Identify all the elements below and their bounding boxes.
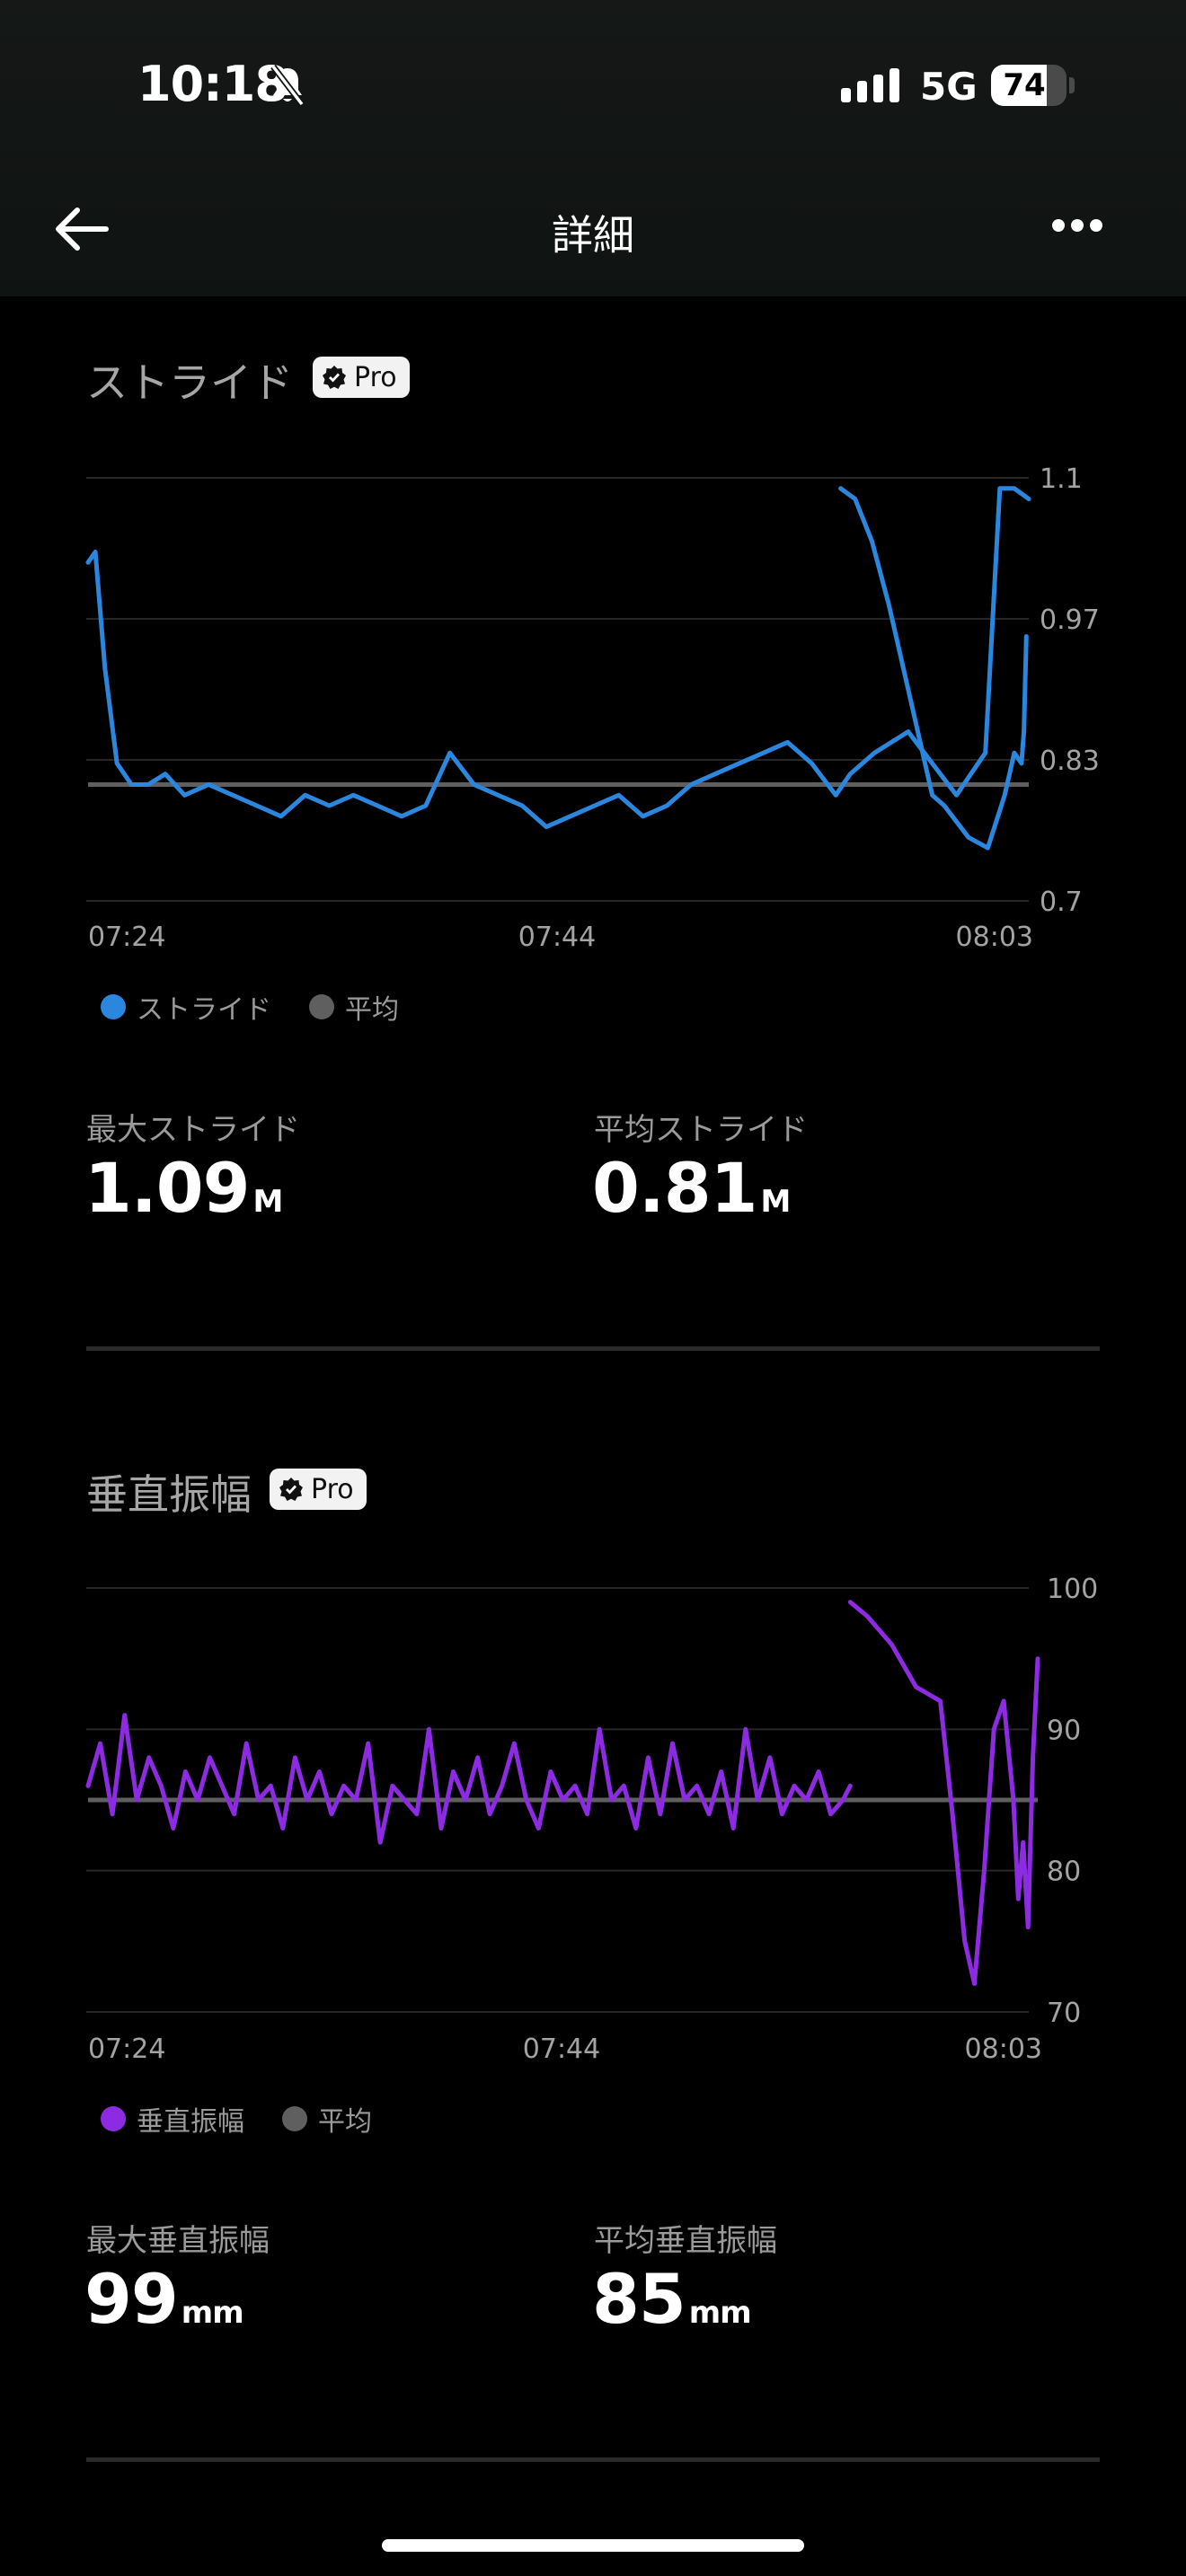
value-unit: mm: [181, 2295, 244, 2331]
legend-item-average: 平均: [309, 987, 399, 1027]
y-tick-label: 0.83: [1040, 745, 1100, 777]
pro-label: Pro: [311, 1473, 354, 1505]
stride-legend: ストライド 平均: [101, 987, 437, 1027]
home-indicator[interactable]: [382, 2539, 804, 2552]
x-tick-label: 07:44: [523, 2033, 600, 2065]
value-number: 1.09: [84, 1148, 251, 1228]
value-unit: M: [252, 1184, 284, 1220]
vertical-section-title: 垂直振幅: [86, 1470, 252, 1519]
stride-pro-badge[interactable]: Pro: [313, 357, 410, 398]
vertical-pro-badge[interactable]: Pro: [270, 1469, 367, 1510]
verified-badge-icon: [279, 1478, 303, 1501]
pro-label: Pro: [354, 361, 397, 393]
legend-label: 平均: [318, 2106, 372, 2138]
max-vertical-label: 最大垂直振幅: [86, 2223, 270, 2259]
avg-stride-label: 平均ストライド: [594, 1112, 808, 1148]
section-divider: [86, 2457, 1100, 2462]
value-number: 99: [84, 2259, 179, 2339]
x-tick-label: 08:03: [965, 2033, 1042, 2065]
series-line: [85, 1713, 853, 1845]
avg-vertical-value: 85 mm: [592, 2259, 752, 2339]
legend-label: 平均: [345, 994, 399, 1026]
max-vertical-value: 99 mm: [84, 2259, 244, 2339]
avg-stride-value: 0.81 M: [592, 1148, 792, 1228]
legend-dot-average: [282, 2106, 307, 2131]
legend-label: 垂直振幅: [137, 2106, 244, 2138]
value-number: 85: [592, 2259, 686, 2339]
more-options-icon[interactable]: [1051, 218, 1103, 236]
legend-dot-vertical: [101, 2106, 126, 2131]
battery-percent: 74: [1003, 67, 1046, 103]
y-tick-label: 0.7: [1040, 887, 1083, 918]
x-tick-label: 07:24: [88, 2033, 165, 2065]
value-unit: M: [760, 1184, 792, 1220]
y-tick-label: 90: [1047, 1715, 1081, 1746]
battery-tip: [1069, 77, 1075, 93]
y-tick-label: 0.97: [1040, 604, 1100, 636]
legend-label: ストライド: [137, 994, 271, 1026]
series-line: [85, 486, 1031, 830]
avg-vertical-label: 平均垂直振幅: [594, 2223, 777, 2259]
value-number: 0.81: [592, 1148, 758, 1228]
y-tick-label: 100: [1047, 1574, 1098, 1605]
section-divider: [86, 1346, 1100, 1351]
network-label: 5G: [920, 65, 978, 109]
stride-section-title: ストライド: [86, 358, 293, 407]
legend-item-vertical: 垂直振幅: [101, 2099, 244, 2139]
back-arrow-icon[interactable]: [54, 205, 110, 257]
max-stride-label: 最大ストライド: [86, 1112, 300, 1148]
battery-fill: [991, 65, 1048, 106]
legend-dot-average: [309, 994, 334, 1019]
y-tick-label: 70: [1047, 1998, 1081, 2029]
status-time: 10:18: [137, 56, 288, 112]
x-tick-label: 07:44: [518, 922, 596, 953]
x-tick-label: 08:03: [956, 922, 1033, 953]
series-line: [838, 486, 1029, 851]
vertical-legend: 垂直振幅 平均: [101, 2099, 410, 2139]
battery-icon: 74: [991, 65, 1067, 106]
signal-icon: [841, 68, 900, 106]
bell-muted-icon: [268, 63, 307, 111]
series-line: [847, 1600, 1040, 1986]
page-title: 詳細: [552, 211, 634, 260]
max-stride-value: 1.09 M: [84, 1148, 284, 1228]
legend-dot-stride: [101, 994, 126, 1019]
legend-item-stride: ストライド: [101, 987, 271, 1027]
value-unit: mm: [688, 2295, 752, 2331]
verified-badge-icon: [323, 366, 346, 389]
x-tick-label: 07:24: [88, 922, 165, 953]
header: [0, 0, 1186, 296]
y-tick-label: 1.1: [1040, 463, 1083, 495]
legend-item-average: 平均: [282, 2099, 372, 2139]
y-tick-label: 80: [1047, 1857, 1081, 1888]
